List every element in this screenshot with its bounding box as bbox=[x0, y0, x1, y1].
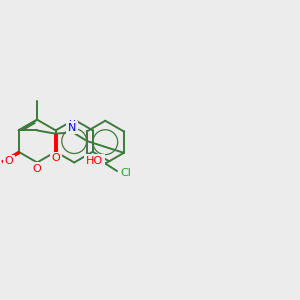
Text: Cl: Cl bbox=[120, 168, 131, 178]
Text: HO: HO bbox=[86, 156, 103, 166]
Text: O: O bbox=[52, 153, 61, 163]
Text: O: O bbox=[4, 156, 13, 166]
Text: N: N bbox=[68, 123, 76, 133]
Text: O: O bbox=[33, 164, 41, 174]
Text: H: H bbox=[69, 120, 75, 129]
